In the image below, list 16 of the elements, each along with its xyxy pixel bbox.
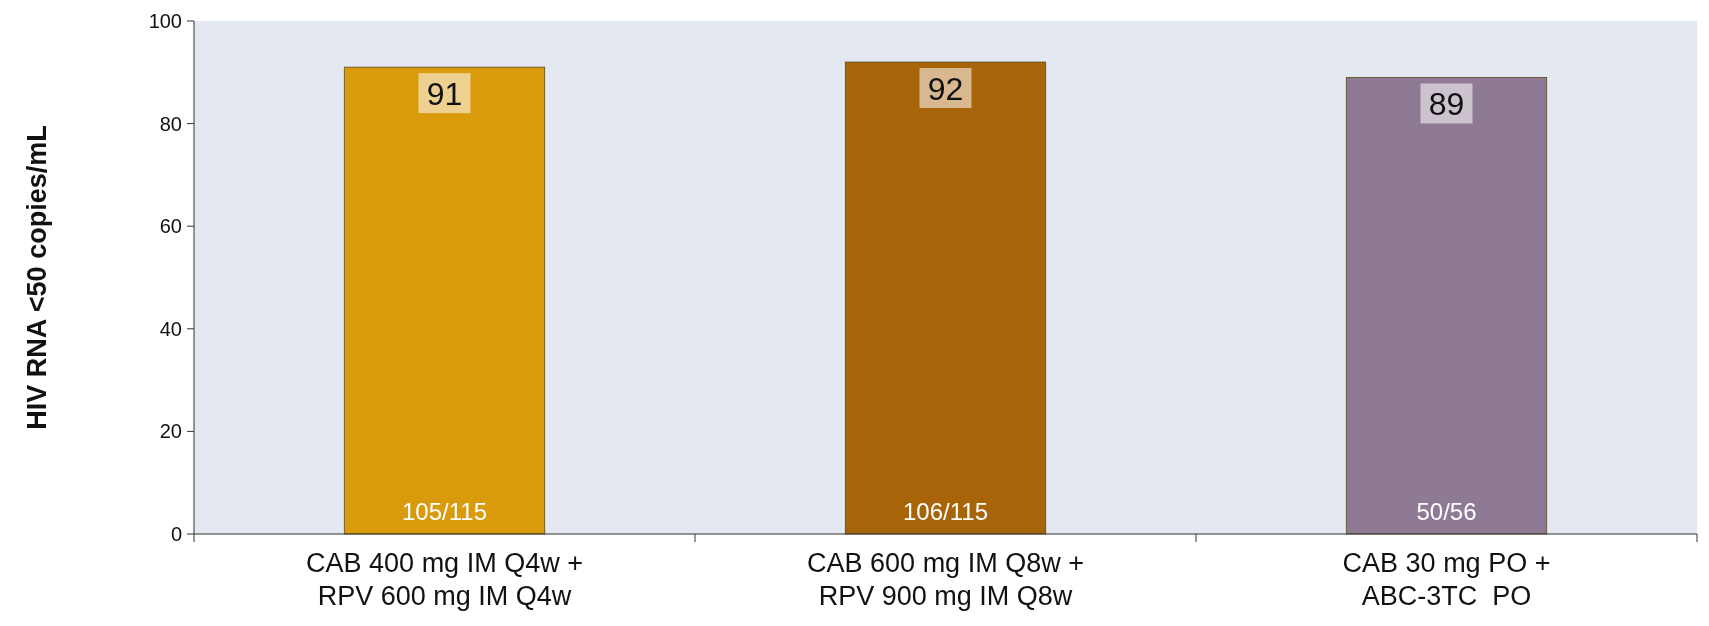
data-label: 91 [426, 76, 463, 113]
y-tick-label: 0 [170, 523, 182, 545]
annotation: 106/115 [903, 498, 988, 525]
data-label: 92 [927, 71, 964, 108]
y-tick-label: 20 [159, 420, 182, 443]
data-label: 89 [1428, 86, 1465, 123]
annotation: 50/56 [1416, 498, 1477, 525]
y-tick-label: 40 [159, 317, 182, 340]
y-tick-label: 80 [159, 112, 182, 135]
y-axis-title: HIV RNA <50 copies/mL [22, 125, 52, 430]
annotation: 105/115 [402, 498, 487, 525]
y-tick-label: 100 [148, 10, 182, 32]
x-tick-label: CAB 600 mg IM Q8w + RPV 900 mg IM Q8w [807, 548, 1084, 611]
x-tick-label: CAB 400 mg IM Q4w + RPV 600 mg IM Q4w [306, 548, 583, 611]
x-tick-label: CAB 30 mg PO + ABC-3TC PO [1342, 548, 1551, 611]
y-tick-label: 60 [159, 215, 182, 238]
